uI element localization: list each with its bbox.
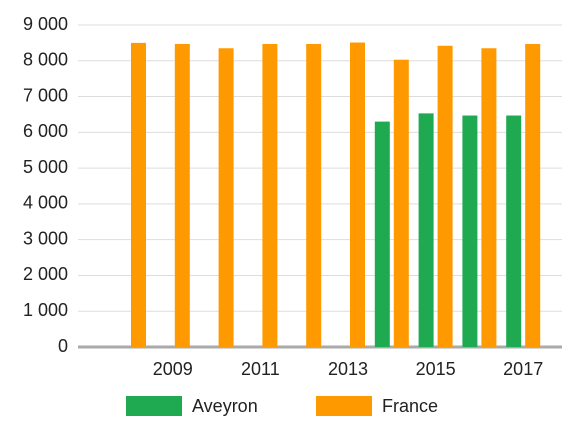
bar	[262, 43, 278, 348]
x-tick-label: 2011	[241, 359, 280, 379]
x-tick-label: 2017	[503, 359, 543, 379]
y-tick-label: 0	[58, 336, 68, 356]
bar	[218, 48, 234, 347]
legend-label: France	[382, 396, 438, 416]
bar	[174, 43, 190, 348]
y-tick-label: 9 000	[23, 14, 68, 34]
bar	[437, 45, 453, 348]
x-tick-label: 2009	[153, 359, 193, 379]
legend-swatch	[126, 396, 182, 416]
y-tick-label: 4 000	[23, 193, 68, 213]
bar	[506, 115, 522, 347]
bar	[481, 48, 497, 347]
bar	[393, 59, 409, 348]
y-tick-label: 1 000	[23, 300, 68, 320]
y-tick-label: 3 000	[23, 228, 68, 248]
bar	[306, 43, 322, 348]
bar	[462, 115, 478, 347]
bar	[131, 42, 146, 348]
bar	[525, 43, 541, 348]
bar	[350, 42, 365, 347]
y-tick-label: 7 000	[23, 85, 68, 105]
y-tick-label: 2 000	[23, 264, 68, 284]
y-tick-label: 5 000	[23, 157, 68, 177]
bar	[374, 121, 390, 347]
x-tick-label: 2013	[328, 359, 368, 379]
x-tick-label: 2015	[416, 359, 456, 379]
y-tick-label: 8 000	[23, 50, 68, 70]
legend-swatch	[316, 396, 372, 416]
bar	[418, 113, 434, 347]
legend-label: Aveyron	[192, 396, 258, 416]
y-tick-label: 6 000	[23, 121, 68, 141]
